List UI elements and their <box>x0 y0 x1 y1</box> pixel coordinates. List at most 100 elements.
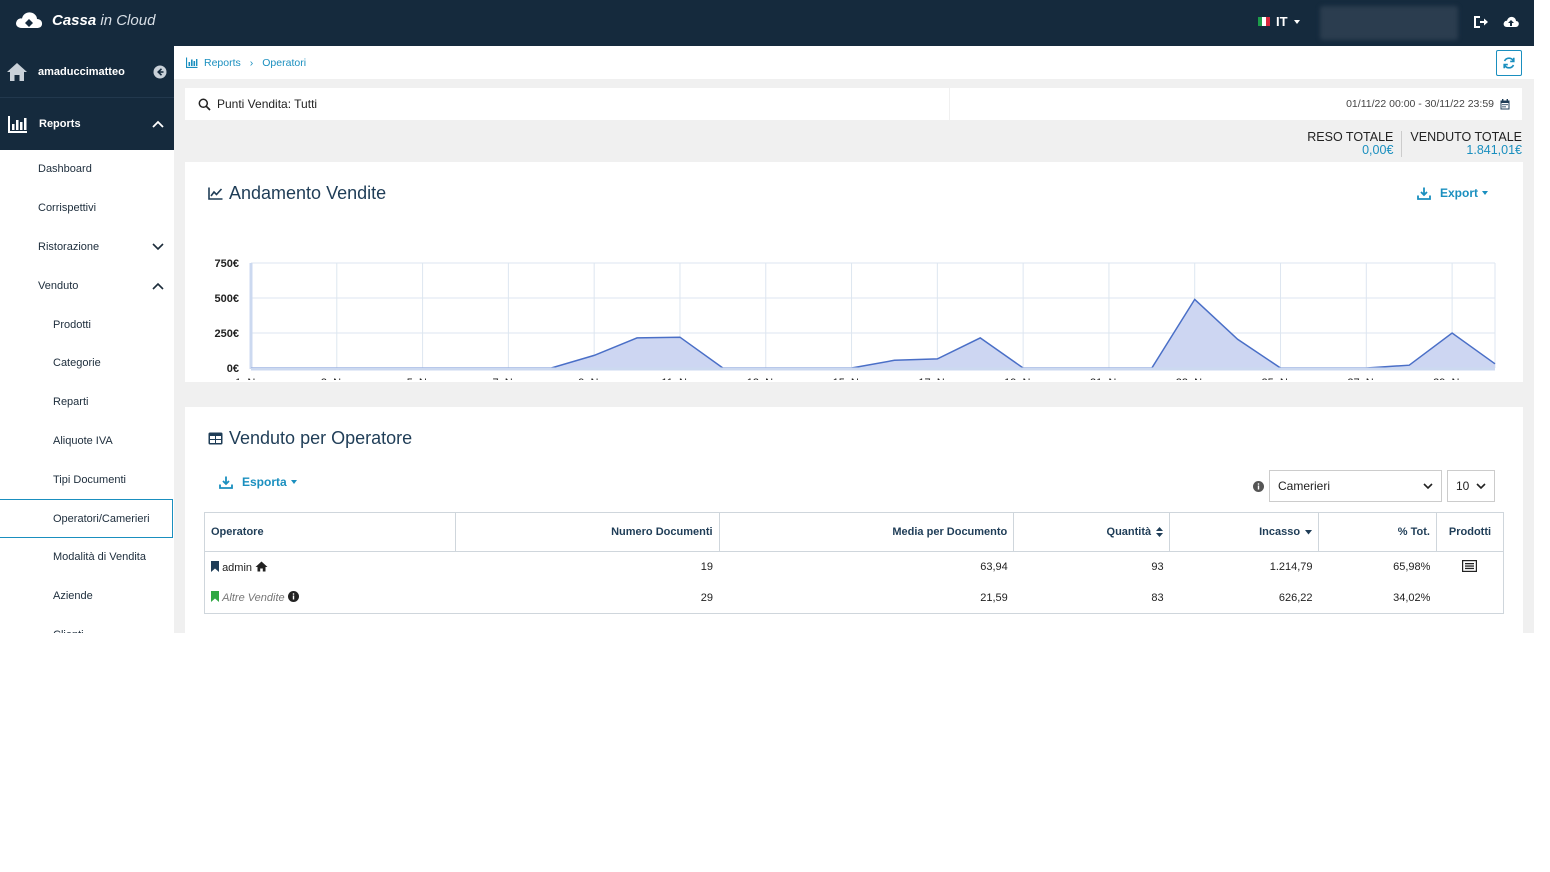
chart-y-tick-label: 250€ <box>215 328 239 340</box>
sidebar-item-label: Operatori/Camerieri <box>53 512 150 525</box>
sidebar-user[interactable]: amaduccimatteo <box>0 46 174 98</box>
cell-numero-documenti: 29 <box>700 591 714 604</box>
chart-export-button[interactable]: Export <box>1417 186 1489 200</box>
sidebar-item-aziende[interactable]: Aziende <box>0 577 174 616</box>
page-size-select[interactable]: 10 <box>1447 470 1495 502</box>
language-selector[interactable]: IT <box>1258 14 1300 29</box>
sidebar-item-label: Venduto <box>38 279 79 292</box>
app-window: Cassa in Cloud IT amaduccimatteo <box>0 0 1534 633</box>
col-perc-tot[interactable]: % Tot. <box>1318 512 1437 552</box>
sales-trend-chart: 0€ 250€ 500€ 750€ 1. Nov 3. Nov 5. Nov 7. Nov 9.… <box>215 258 1496 380</box>
info-circle-icon[interactable] <box>1253 481 1264 492</box>
operator-group-value: Camerieri <box>1278 479 1331 493</box>
line-chart-icon <box>208 187 223 200</box>
table-icon <box>208 432 223 445</box>
sidebar-item-prodotti[interactable]: Prodotti <box>0 305 174 344</box>
info-circle-icon[interactable] <box>287 591 299 603</box>
col-media-documento[interactable]: Media per Documento <box>718 512 1015 552</box>
cell-incasso: 1.214,79 <box>1269 561 1313 574</box>
table-export-label: Esporta <box>242 475 287 489</box>
chart-x-tick-label: 5. Nov <box>407 377 439 380</box>
chart-x-tick-label: 29. Nov <box>1433 377 1471 380</box>
bookmark-icon <box>211 560 219 572</box>
col-operatore[interactable]: Operatore <box>204 512 456 552</box>
points-of-sale-filter[interactable]: Punti Vendita: Tutti <box>185 88 949 120</box>
sidebar-item-aliquote-iva[interactable]: Aliquote IVA <box>0 422 174 461</box>
cell-numero-documenti: 19 <box>700 561 714 574</box>
sidebar-item-modalit-di-vendita[interactable]: Modalità di Vendita <box>0 538 174 577</box>
sales-by-operator-title: Venduto per Operatore <box>208 428 412 449</box>
sales-trend-title-text: Andamento Vendite <box>229 183 387 203</box>
home-icon <box>7 62 27 81</box>
chart-x-tick-label: 9. Nov <box>578 377 610 380</box>
home-icon <box>255 561 268 572</box>
sidebar-user-name: amaduccimatteo <box>38 65 125 78</box>
sidebar-item-tipi-documenti[interactable]: Tipi Documenti <box>0 460 174 499</box>
venduto-totale: VENDUTO TOTALE 1.841,01€ <box>1401 131 1522 157</box>
sidebar-item-venduto[interactable]: Venduto <box>0 266 174 305</box>
list-details-icon[interactable] <box>1462 559 1478 572</box>
cell-prodotti <box>1436 583 1503 614</box>
sidebar-item-reparti[interactable]: Reparti <box>0 383 174 422</box>
sidebar-item-label: Modalità di Vendita <box>53 551 146 564</box>
sidebar-item-ristorazione[interactable]: Ristorazione <box>0 228 174 267</box>
cell-perc-tot: 65,98% <box>1393 561 1431 574</box>
breadcrumb-reports-link[interactable]: Reports <box>204 56 241 69</box>
operators-table: Operatore Numero Documenti Media per Doc… <box>204 512 1505 614</box>
logout-icon[interactable] <box>1471 13 1489 31</box>
sidebar-item-corrispettivi[interactable]: Corrispettivi <box>0 189 174 228</box>
chevron-down-icon <box>152 243 164 251</box>
refresh-button[interactable] <box>1496 50 1522 76</box>
breadcrumb-separator-icon: › <box>249 56 254 69</box>
sidebar-section-label: Reports <box>39 118 81 130</box>
date-range-filter[interactable]: 01/11/22 00:00 - 30/11/22 23:59 <box>950 88 1522 120</box>
operator-group-select[interactable]: Camerieri <box>1269 470 1442 502</box>
cloud-upload-icon[interactable] <box>1502 13 1520 31</box>
bar-chart-icon <box>8 116 27 133</box>
col-incasso[interactable]: Incasso <box>1169 512 1320 552</box>
sidebar-item-label: Ristorazione <box>38 240 100 253</box>
cell-prodotti <box>1436 552 1503 583</box>
operator-name: Altre Vendite <box>222 592 285 605</box>
table-row: admin 19 63,94 93 1.214,79 65,98% <box>204 551 1504 583</box>
venduto-totale-value: 1.841,01€ <box>1466 143 1522 157</box>
chart-y-tick-label: 500€ <box>215 293 239 305</box>
venduto-totale-label: VENDUTO TOTALE <box>1410 130 1522 144</box>
chart-x-tick-label: 17. Nov <box>918 377 956 380</box>
top-bar: Cassa in Cloud IT <box>0 0 1534 46</box>
chevron-down-icon <box>1476 482 1486 489</box>
table-header-row: Operatore Numero Documenti Media per Doc… <box>204 512 1505 552</box>
sales-trend-card: Andamento Vendite Export 0€ 250€ 500€ 750€ 1… <box>185 162 1523 382</box>
cell-media-documento: 63,94 <box>980 561 1008 574</box>
chart-x-tick-label: 3. Nov <box>321 377 353 380</box>
caret-down-icon <box>290 480 297 484</box>
sidebar-item-label: Aziende <box>53 590 93 603</box>
chart-export-label: Export <box>1440 186 1479 200</box>
download-icon <box>219 476 233 489</box>
col-numero-documenti[interactable]: Numero Documenti <box>454 512 720 552</box>
search-icon <box>198 98 211 111</box>
cell-incasso: 626,22 <box>1278 591 1313 604</box>
user-account-blurred[interactable] <box>1320 6 1458 40</box>
sales-by-operator-card: Venduto per Operatore Esporta Camerieri <box>185 407 1523 633</box>
chart-x-tick-label: 25. Nov <box>1262 377 1300 380</box>
operator-name: admin <box>222 561 253 574</box>
sidebar-section-reports[interactable]: Reports <box>0 98 174 150</box>
sidebar-item-categorie[interactable]: Categorie <box>0 344 174 383</box>
chevron-up-icon <box>152 282 164 290</box>
cell-operatore: admin <box>205 552 456 583</box>
totals-summary: RESO TOTALE 0,00€ VENDUTO TOTALE 1.841,0… <box>1299 131 1522 157</box>
cell-quantita: 93 <box>1151 561 1164 574</box>
page-size-value: 10 <box>1456 479 1470 493</box>
sidebar-item-operatori-camerieri[interactable]: Operatori/Camerieri <box>0 499 173 538</box>
logo[interactable]: Cassa in Cloud <box>14 9 155 31</box>
sidebar-item-clienti[interactable]: Clienti <box>0 616 174 633</box>
chevron-down-icon <box>1423 482 1433 489</box>
col-quantita[interactable]: Quantità <box>1013 512 1171 552</box>
table-export-button[interactable]: Esporta <box>219 475 297 489</box>
chart-x-tick-label: 23. Nov <box>1176 377 1214 380</box>
sidebar-item-dashboard[interactable]: Dashboard <box>0 150 174 189</box>
bar-chart-icon <box>186 57 198 68</box>
arrow-left-circle-icon[interactable] <box>153 65 167 79</box>
calendar-icon <box>1500 98 1510 109</box>
